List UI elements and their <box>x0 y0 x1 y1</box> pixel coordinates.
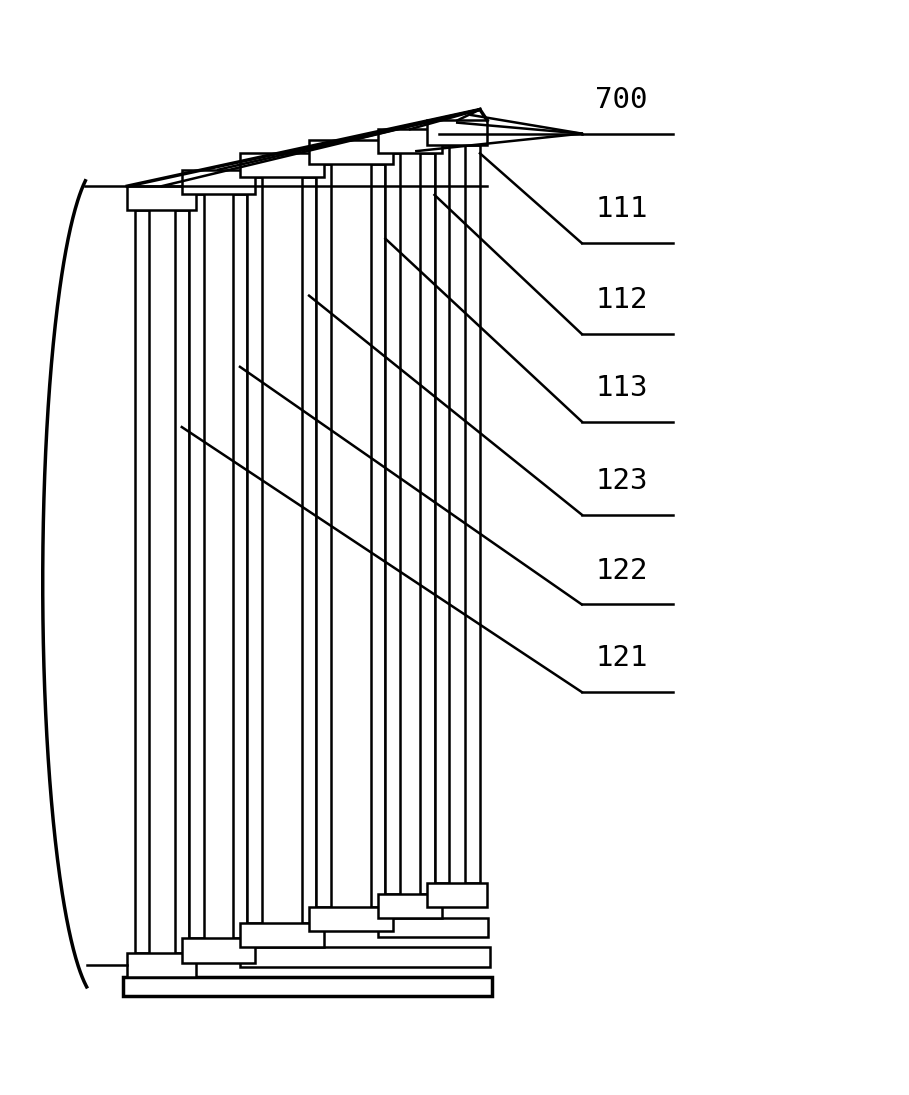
Bar <box>127 186 196 210</box>
Bar <box>378 129 442 153</box>
Bar <box>302 177 316 923</box>
Bar <box>378 918 488 937</box>
Bar <box>427 120 487 145</box>
Bar <box>427 883 487 907</box>
Bar <box>316 164 331 907</box>
Text: 122: 122 <box>595 556 648 585</box>
Bar <box>378 894 442 918</box>
Bar <box>420 153 435 894</box>
Bar <box>189 194 204 938</box>
Bar <box>309 907 393 931</box>
Text: 112: 112 <box>595 286 648 314</box>
Bar <box>233 194 247 938</box>
Bar <box>435 145 449 883</box>
Bar <box>127 953 196 977</box>
Bar <box>240 153 324 177</box>
Bar <box>309 140 393 164</box>
Bar <box>182 170 255 194</box>
Bar <box>371 164 385 907</box>
Bar <box>240 923 324 947</box>
Bar <box>135 210 149 953</box>
Bar <box>175 210 189 953</box>
Text: 121: 121 <box>595 644 648 672</box>
Bar <box>123 977 492 996</box>
Bar <box>240 947 490 967</box>
Text: 113: 113 <box>595 373 648 402</box>
Bar <box>385 153 400 894</box>
Bar <box>247 177 262 923</box>
Text: 700: 700 <box>595 85 648 114</box>
Bar <box>182 938 255 963</box>
Text: 111: 111 <box>595 195 648 223</box>
Bar <box>465 145 480 883</box>
Text: 123: 123 <box>595 466 648 495</box>
